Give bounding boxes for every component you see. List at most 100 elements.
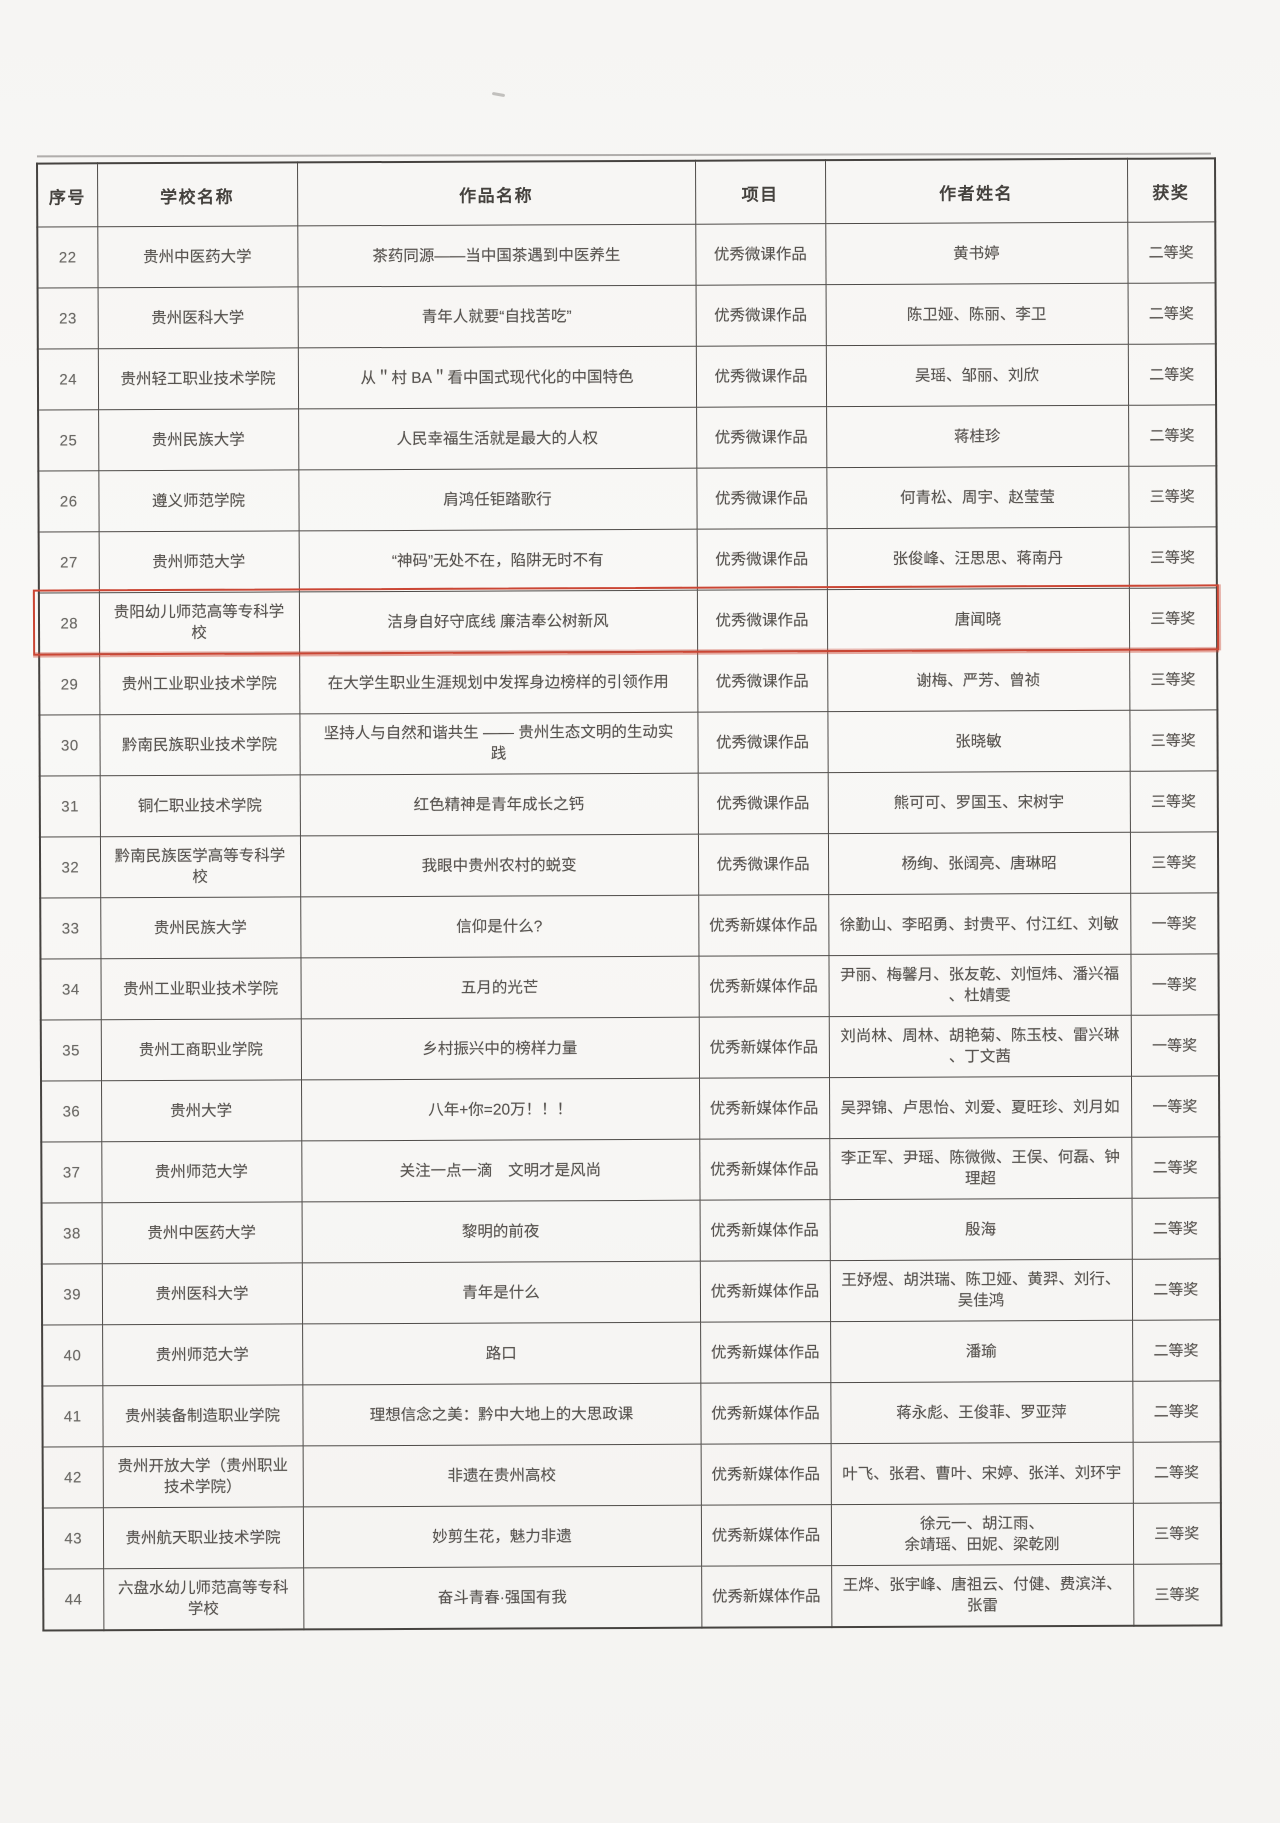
table-row: 44 六盘水幼儿师范高等专科 学校 奋斗青春·强国有我 优秀新媒体作品 王烨、张… xyxy=(43,1563,1222,1631)
cell-work-title: 黎明的前夜 xyxy=(301,1200,700,1263)
cell-serial-number: 39 xyxy=(41,1263,103,1326)
cell-author-names: 叶飞、张君、曹叶、宋婷、张洋、刘环宇 xyxy=(830,1442,1133,1505)
table-row: 35 贵州工商职业学院 乡村振兴中的榜样力量 优秀新媒体作品 刘尚林、周林、胡艳… xyxy=(40,1014,1220,1082)
table-row: 25 贵州民族大学 人民幸福生活就是最大的人权 优秀微课作品 蒋桂珍 二等奖 xyxy=(38,404,1217,472)
cell-award: 二等奖 xyxy=(1131,1197,1220,1260)
cell-category: 优秀新媒体作品 xyxy=(699,1260,831,1323)
cell-category: 优秀微课作品 xyxy=(695,345,827,408)
cell-category: 优秀新媒体作品 xyxy=(700,1321,831,1384)
cell-author-names: 黄书婷 xyxy=(825,222,1128,285)
cell-category: 优秀新媒体作品 xyxy=(699,1199,830,1262)
cell-work-title: 妙剪生花，魅力非遗 xyxy=(302,1505,702,1568)
cell-work-title: 关注一点一滴 文明才是风尚 xyxy=(301,1139,700,1202)
header-award: 获奖 xyxy=(1126,158,1216,223)
cell-serial-number: 43 xyxy=(42,1507,104,1570)
cell-category: 优秀新媒体作品 xyxy=(698,955,829,1018)
cell-author-names: 唐闻晓 xyxy=(826,588,1130,651)
cell-serial-number: 35 xyxy=(40,1019,102,1082)
cell-school-name: 贵州航天职业技术学院 xyxy=(102,1506,304,1569)
cell-work-title: 五月的光芒 xyxy=(300,956,699,1019)
cell-author-names: 李正军、尹瑶、陈微微、王俣、何磊、钟 理超 xyxy=(829,1137,1132,1200)
cell-school-name: 贵州中医药大学 xyxy=(101,1201,302,1264)
cell-serial-number: 42 xyxy=(42,1446,103,1509)
cell-work-title: 人民幸福生活就是最大的人权 xyxy=(298,407,697,470)
cell-serial-number: 41 xyxy=(42,1385,103,1448)
cell-author-names: 徐元一、胡江雨、 余靖瑶、田妮、梁乾刚 xyxy=(830,1503,1134,1566)
table-row: 26 遵义师范学院 肩鸿任钜踏歌行 优秀微课作品 何青松、周宇、赵莹莹 三等奖 xyxy=(38,465,1217,533)
cell-author-names: 吴瑶、邹丽、刘欣 xyxy=(825,344,1129,407)
cell-author-names: 吴羿锦、卢思怡、刘爱、夏旺珍、刘月如 xyxy=(829,1076,1132,1139)
cell-school-name: 贵州工商职业学院 xyxy=(100,1018,302,1081)
cell-award: 三等奖 xyxy=(1129,831,1219,894)
cell-work-title: 乡村振兴中的榜样力量 xyxy=(300,1017,700,1080)
cell-work-title: 路口 xyxy=(302,1322,701,1385)
cell-school-name: 贵州工业职业技术学院 xyxy=(99,652,300,715)
cell-serial-number: 32 xyxy=(39,836,101,899)
cell-category: 优秀微课作品 xyxy=(695,223,826,286)
table-header: 序号 学校名称 作品名称 项目 作者姓名 获奖 xyxy=(37,158,1216,228)
cell-work-title: 青年是什么 xyxy=(301,1261,701,1324)
cell-school-name: 贵州民族大学 xyxy=(100,896,301,959)
cell-work-title: 在大学生职业生涯规划中发挥身边榜样的引领作用 xyxy=(299,651,698,714)
cell-award: 三等奖 xyxy=(1128,587,1218,650)
cell-school-name: 贵州大学 xyxy=(101,1079,302,1142)
table-row: 24 贵州轻工职业技术学院 从＂村 BA＂看中国式现代化的中国特色 优秀微课作品… xyxy=(37,343,1217,411)
cell-serial-number: 25 xyxy=(38,409,99,472)
cell-serial-number: 33 xyxy=(40,897,101,960)
table-row: 31 铜仁职业技术学院 红色精神是青年成长之钙 优秀微课作品 熊可可、罗国玉、宋… xyxy=(39,770,1218,838)
table-row: 33 贵州民族大学 信仰是什么? 优秀新媒体作品 徐勤山、李昭勇、封贵平、付江红… xyxy=(40,892,1219,960)
cell-author-names: 谢梅、严芳、曾祯 xyxy=(827,649,1130,712)
table-row: 29 贵州工业职业技术学院 在大学生职业生涯规划中发挥身边榜样的引领作用 优秀微… xyxy=(39,648,1218,716)
scan-artifact-mark xyxy=(491,91,506,98)
cell-school-name: 黔南民族医学高等专科学 校 xyxy=(99,835,301,898)
header-work-title: 作品名称 xyxy=(297,160,696,226)
table-row: 37 贵州师范大学 关注一点一滴 文明才是风尚 优秀新媒体作品 李正军、尹瑶、陈… xyxy=(41,1136,1220,1204)
cell-category: 优秀新媒体作品 xyxy=(700,1382,831,1445)
cell-school-name: 遵义师范学院 xyxy=(98,469,299,532)
cell-award: 一等奖 xyxy=(1131,1075,1220,1138)
table-row: 41 贵州装备制造职业学院 理想信念之美：黔中大地上的大思政课 优秀新媒体作品 … xyxy=(42,1380,1221,1448)
table-row: 27 贵州师范大学 “神码”无处不在，陷阱无时不有 优秀微课作品 张俊峰、汪思思… xyxy=(38,526,1217,594)
cell-work-title: 从＂村 BA＂看中国式现代化的中国特色 xyxy=(297,346,697,409)
cell-work-title: 青年人就要“自找苦吃” xyxy=(297,285,696,348)
cell-serial-number: 36 xyxy=(41,1080,102,1143)
cell-school-name: 贵州工业职业技术学院 xyxy=(100,957,301,1020)
cell-work-title: 非遗在贵州高校 xyxy=(302,1444,701,1507)
table-row: 28 贵阳幼儿师范高等专科学校 洁身自好守底线 廉洁奉公树新风 优秀微课作品 唐… xyxy=(38,587,1218,655)
cell-award: 三等奖 xyxy=(1133,1563,1222,1626)
cell-award: 二等奖 xyxy=(1127,343,1217,406)
cell-category: 优秀微课作品 xyxy=(696,528,827,591)
cell-category: 优秀新媒体作品 xyxy=(700,1443,831,1506)
cell-serial-number: 26 xyxy=(38,470,99,533)
cell-work-title: 理想信念之美：黔中大地上的大思政课 xyxy=(302,1383,701,1446)
table-row: 22 贵州中医药大学 茶药同源——当中国茶遇到中医养生 优秀微课作品 黄书婷 二… xyxy=(37,221,1216,289)
table-body: 22 贵州中医药大学 茶药同源——当中国茶遇到中医养生 优秀微课作品 黄书婷 二… xyxy=(37,221,1222,1631)
cell-award: 二等奖 xyxy=(1132,1319,1221,1382)
cell-school-name: 铜仁职业技术学院 xyxy=(99,774,300,837)
table-row: 43 贵州航天职业技术学院 妙剪生花，魅力非遗 优秀新媒体作品 徐元一、胡江雨、… xyxy=(42,1502,1222,1570)
cell-school-name: 贵阳幼儿师范高等专科学校 xyxy=(98,591,300,654)
cell-category: 优秀微课作品 xyxy=(697,650,828,713)
cell-serial-number: 23 xyxy=(37,287,98,350)
cell-award: 二等奖 xyxy=(1132,1380,1221,1443)
cell-award: 一等奖 xyxy=(1130,892,1219,955)
cell-award: 一等奖 xyxy=(1130,1014,1220,1077)
cell-author-names: 何青松、周宇、赵莹莹 xyxy=(826,466,1129,529)
cell-work-title: 茶药同源——当中国茶遇到中医养生 xyxy=(297,224,696,287)
header-category: 项目 xyxy=(695,160,826,225)
header-school-name: 学校名称 xyxy=(97,162,298,227)
cell-author-names: 王妤煜、胡洪瑞、陈卫娅、黄羿、刘行、 吴佳鸿 xyxy=(829,1259,1133,1322)
cell-category: 优秀微课作品 xyxy=(696,467,827,530)
cell-category: 优秀微课作品 xyxy=(696,406,827,469)
table-row: 34 贵州工业职业技术学院 五月的光芒 优秀新媒体作品 尹丽、梅馨月、张友乾、刘… xyxy=(40,953,1219,1021)
cell-serial-number: 44 xyxy=(43,1568,104,1631)
cell-category: 优秀微课作品 xyxy=(696,589,828,652)
table-row: 30 黔南民族职业技术学院 坚持人与自然和谐共生 —— 贵州生态文明的生动实 践… xyxy=(39,709,1218,777)
cell-work-title: 我眼中贵州农村的蜕变 xyxy=(299,834,699,897)
cell-school-name: 贵州医科大学 xyxy=(97,286,298,349)
cell-serial-number: 28 xyxy=(38,592,100,655)
cell-category: 优秀新媒体作品 xyxy=(699,1138,830,1201)
cell-serial-number: 37 xyxy=(41,1141,102,1204)
cell-serial-number: 27 xyxy=(38,531,99,594)
cell-category: 优秀微课作品 xyxy=(697,772,828,835)
